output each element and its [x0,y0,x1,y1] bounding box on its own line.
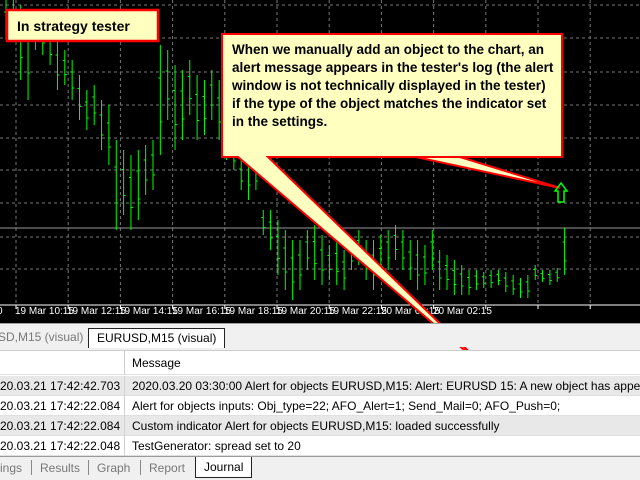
tab-journal[interactable]: Journal [195,457,253,478]
time-label: 0 [0,306,3,317]
time-label: 19 Mar 16:15 [172,306,231,317]
label-callout-box [5,8,160,43]
time-cell: 20.03.21 17:42:42.703 [0,379,121,393]
tab-chart-2[interactable]: EURUSD,M15 (visual) [88,328,226,348]
tab-divider [88,460,89,475]
tab-graph[interactable]: Graph [97,461,131,475]
time-label: 19 Mar 12:15 [67,306,126,317]
chart-tabs: SD,M15 (visual) EURUSD,M15 (visual) [0,323,640,348]
journal-table: Message 20.03.21 17:42:42.703 2020.03.20… [0,350,640,456]
message-column-header[interactable]: Message [124,351,181,375]
table-row[interactable]: 20.03.21 17:42:22.084 Custom indicator A… [0,416,640,436]
message-cell: Alert for objects inputs: Obj_type=22; A… [124,396,560,416]
table-row[interactable]: 20.03.21 17:42:22.048 TestGenerator: spr… [0,436,640,456]
time-label: 20 Mar 02:15 [433,306,492,317]
message-cell: 2020.03.20 03:30:00 Alert for objects EU… [124,376,640,396]
note-callout-box [221,33,563,373]
tab-report[interactable]: Report [149,461,186,475]
time-label: 20 Mar 00:15 [381,306,440,317]
time-cell: 20.03.21 17:42:22.084 [0,419,121,433]
time-label: 19 Mar 14:15 [119,306,178,317]
time-label: 19 Mar 18:15 [224,306,283,317]
tab-results[interactable]: Results [40,461,81,475]
tester-label: In strategy tester [17,18,130,34]
time-label: 19 Mar 22:15 [328,306,387,317]
time-label: 19 Mar 20:15 [276,306,335,317]
table-row[interactable]: 20.03.21 17:42:42.703 2020.03.20 03:30:0… [0,376,640,396]
tester-tabs: ings Results Graph Report Journal [0,456,640,480]
tab-chart-1[interactable]: SD,M15 (visual) [0,330,84,344]
callout-note: When we manually add an object to the ch… [232,42,554,129]
table-row[interactable]: 20.03.21 17:42:22.084 Alert for objects … [0,396,640,416]
message-cell: Custom indicator Alert for objects EURUS… [124,416,499,436]
tab-settings[interactable]: ings [0,461,23,475]
message-cell: TestGenerator: spread set to 20 [124,436,301,456]
time-label: 19 Mar 10:15 [15,306,74,317]
table-header: Message [0,351,640,375]
tab-divider [140,460,141,475]
time-cell: 20.03.21 17:42:22.048 [0,439,121,453]
tab-divider [31,460,32,475]
up-arrow-icon[interactable] [553,181,569,203]
time-cell: 20.03.21 17:42:22.084 [0,399,121,413]
